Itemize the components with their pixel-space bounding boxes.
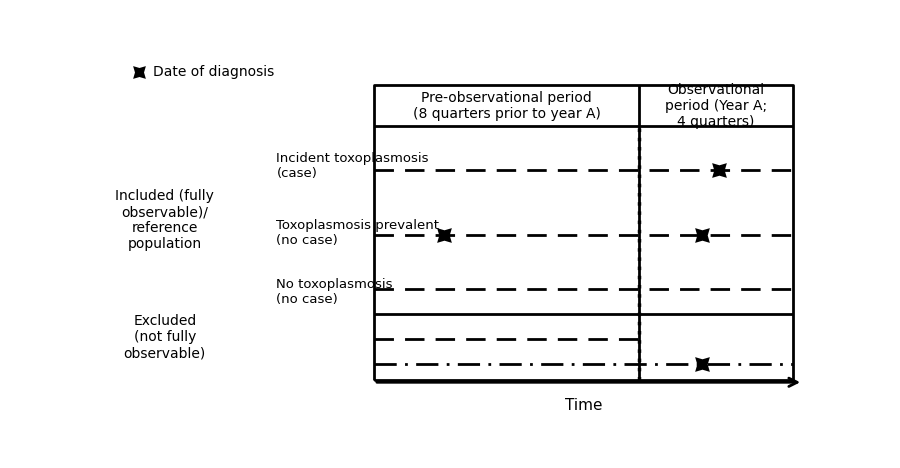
Text: Pre-observational period
(8 quarters prior to year A): Pre-observational period (8 quarters pri… (412, 91, 600, 121)
Text: Toxoplasmosis prevalent
(no case): Toxoplasmosis prevalent (no case) (276, 219, 439, 247)
Text: Date of diagnosis: Date of diagnosis (153, 66, 274, 80)
Text: No toxoplasmosis
(no case): No toxoplasmosis (no case) (276, 278, 393, 306)
Text: Incident toxoplasmosis
(case): Incident toxoplasmosis (case) (276, 152, 429, 180)
Text: Observational
period (Year A;
4 quarters): Observational period (Year A; 4 quarters… (665, 82, 767, 129)
Text: Time: Time (564, 398, 602, 413)
Text: Excluded
(not fully
observable): Excluded (not fully observable) (123, 314, 206, 360)
Text: Included (fully
observable)/
reference
population: Included (fully observable)/ reference p… (115, 189, 214, 251)
